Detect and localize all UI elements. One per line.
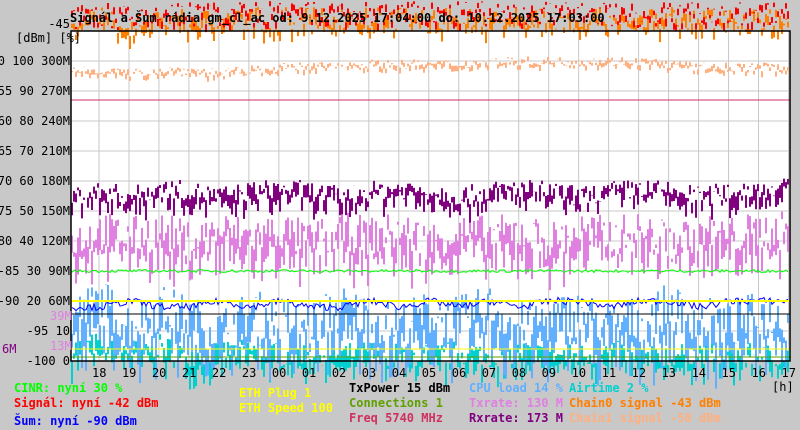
legend-signal: Signál: nyní -42 dBm bbox=[14, 396, 159, 410]
y-tick-label: -55 90 270M bbox=[0, 84, 70, 98]
series-rxrate bbox=[71, 178, 789, 223]
legend-connections: Connections 1 bbox=[349, 396, 443, 410]
x-tick-label: 19 bbox=[121, 366, 137, 380]
x-tick-label: 17 bbox=[781, 366, 796, 380]
legend-txrate: Txrate: 130 M bbox=[469, 396, 563, 410]
y-tick-label: -95 10 bbox=[26, 324, 70, 338]
series-txrate bbox=[71, 211, 789, 291]
y-tick-label: -70 60 180M bbox=[0, 174, 70, 188]
x-tick-label: 13 bbox=[661, 366, 677, 380]
x-tick-label: 05 bbox=[421, 366, 437, 380]
legend-airtime: Airtime 2 % bbox=[569, 381, 649, 395]
series-cinr bbox=[71, 268, 789, 274]
x-tick-label: 20 bbox=[151, 366, 167, 380]
x-tick-label: 02 bbox=[331, 366, 347, 380]
x-tick-label: 22 bbox=[211, 366, 227, 380]
y-tick-label: -80 40 120M bbox=[0, 234, 70, 248]
rate-tick-label: 39M bbox=[50, 309, 72, 323]
x-tick-label: 08 bbox=[511, 366, 527, 380]
x-tick-label: 15 bbox=[721, 366, 736, 380]
x-tick-label: 12 bbox=[631, 366, 647, 380]
y-tick-label: -45 bbox=[48, 17, 70, 31]
y-tick-label: -85 30 90M bbox=[0, 264, 70, 278]
legend-cinr: CINR: nyní 30 % bbox=[14, 381, 123, 395]
x-tick-label: 09 bbox=[541, 366, 557, 380]
x-tick-label: 07 bbox=[481, 366, 497, 380]
series-chain1 bbox=[71, 56, 789, 82]
legend-chain0: Chain0 signal -43 dBm bbox=[569, 396, 721, 410]
x-unit-label: [h] bbox=[772, 380, 794, 394]
x-tick-label: 10 bbox=[571, 366, 587, 380]
rate-tick-label: 13M bbox=[50, 339, 72, 353]
x-tick-label: 18 bbox=[91, 366, 107, 380]
x-tick-label: 23 bbox=[241, 366, 257, 380]
y-tick-label: -50 100 300M bbox=[0, 54, 70, 68]
x-tick-label: 21 bbox=[181, 366, 197, 380]
x-tick-label: 03 bbox=[361, 366, 377, 380]
legend-cpu: CPU load 14 % bbox=[469, 381, 563, 395]
legend-rxrate: Rxrate: 173 M bbox=[469, 411, 563, 425]
y-tick-label: -65 70 210M bbox=[0, 144, 70, 158]
x-tick-label: 06 bbox=[451, 366, 467, 380]
chart-title: Signál a Šum rádia gm_cl_ac od: 9.12.202… bbox=[70, 11, 605, 25]
y-tick-label: -90 20 60M bbox=[0, 294, 70, 308]
x-tick-label: 16 bbox=[751, 366, 766, 380]
x-tick-label: 04 bbox=[391, 366, 407, 380]
x-tick-label: 14 bbox=[691, 366, 707, 380]
rate-tick-label: 6M bbox=[2, 342, 17, 356]
series-signal bbox=[71, 1, 789, 33]
legend-eth-speed: ETH Speed 100 bbox=[239, 401, 333, 415]
x-tick-label: 11 bbox=[601, 366, 617, 380]
legend-noise: Šum: nyní -90 dBm bbox=[14, 414, 137, 428]
legend-eth-plug: ETH Plug 1 bbox=[239, 386, 312, 400]
y-tick-label: -60 80 240M bbox=[0, 114, 70, 128]
legend-txpower: TxPower 15 dBm bbox=[349, 381, 451, 395]
x-tick-label: 00 bbox=[271, 366, 287, 380]
x-tick-label: 01 bbox=[301, 366, 317, 380]
y-tick-label: -100 0 bbox=[26, 354, 70, 368]
legend-chain1: Chain1 signal -50 dBm bbox=[569, 411, 721, 425]
plot-frame bbox=[70, 30, 791, 362]
y-unit-label: [dBm] [%] bbox=[16, 31, 82, 45]
y-tick-label: -75 50 150M bbox=[0, 204, 70, 218]
legend-freq: Freq 5740 MHz bbox=[349, 411, 443, 425]
